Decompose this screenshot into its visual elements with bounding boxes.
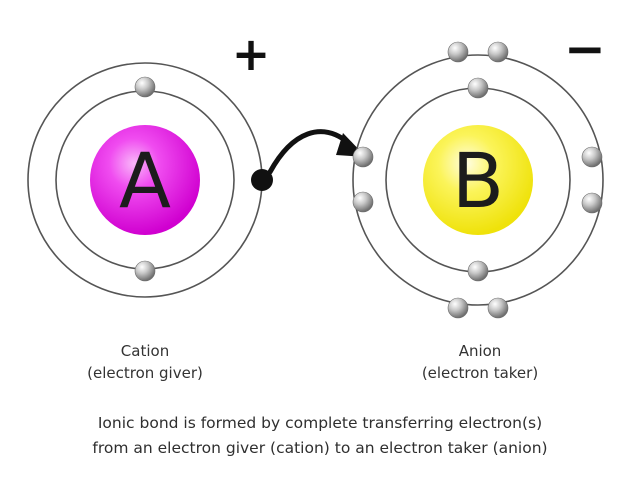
anion-label: Anion (electron taker) xyxy=(395,340,565,384)
cation-charge-sign: + xyxy=(232,27,271,81)
cation-atom: A xyxy=(27,62,273,298)
anion-outer-electron xyxy=(581,192,603,214)
anion-name: Anion xyxy=(458,342,502,360)
anion-outer-electron xyxy=(581,146,603,168)
caption-line-2: from an electron giver (cation) to an el… xyxy=(92,439,548,457)
anion-symbol: B xyxy=(452,136,504,225)
cation-electron-top xyxy=(134,76,156,98)
anion-atom: B xyxy=(352,41,604,319)
anion-inner-electron-top xyxy=(467,77,489,99)
anion-outer-electron xyxy=(487,297,509,319)
anion-outer-electron xyxy=(447,297,469,319)
anion-outer-shell xyxy=(352,54,604,306)
anion-outer-electron xyxy=(447,41,469,63)
cation-nucleus xyxy=(90,125,200,235)
caption-line-1: Ionic bond is formed by complete transfe… xyxy=(97,414,543,432)
cation-label: Cation (electron giver) xyxy=(65,340,225,384)
anion-role: (electron taker) xyxy=(421,364,539,382)
cation-name: Cation xyxy=(120,342,170,360)
anion-nucleus xyxy=(423,125,533,235)
transfer-arrow-curve xyxy=(267,129,353,175)
anion-outer-electron xyxy=(352,191,374,213)
transfer-arrow xyxy=(267,129,366,175)
anion-inner-electron-bottom xyxy=(467,260,489,282)
caption: Ionic bond is formed by complete transfe… xyxy=(40,411,600,461)
cation-electron-bottom xyxy=(134,260,156,282)
anion-outer-electron xyxy=(487,41,509,63)
anion-received-electron xyxy=(352,146,374,168)
cation-role: (electron giver) xyxy=(87,364,203,382)
anion-charge-sign: − xyxy=(564,20,606,78)
cation-symbol: A xyxy=(119,136,171,225)
transferring-electron xyxy=(251,169,273,191)
